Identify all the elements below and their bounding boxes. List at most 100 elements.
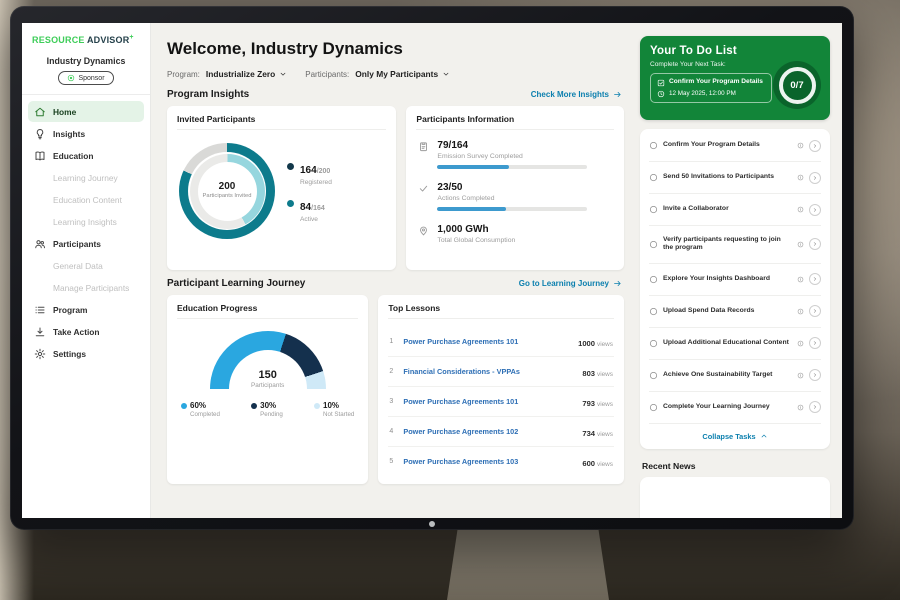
sidebar-item-learning-insights[interactable]: Learning Insights bbox=[28, 211, 144, 232]
sidebar-item-take-action[interactable]: Take Action bbox=[28, 321, 144, 342]
check-more-insights-link[interactable]: Check More Insights bbox=[531, 90, 622, 99]
lesson-views: 734 bbox=[582, 428, 596, 438]
tasks-card: Confirm Your Program Details Send 50 Inv… bbox=[640, 129, 830, 449]
gauge-legend-item: 30% Pending bbox=[251, 401, 283, 418]
task-open-button[interactable] bbox=[809, 171, 821, 184]
task-complete-learning-journey[interactable]: Complete Your Learning Journey bbox=[649, 392, 821, 424]
info-icon[interactable] bbox=[797, 372, 804, 379]
sidebar-item-home[interactable]: Home bbox=[28, 101, 144, 122]
sidebar-item-participants[interactable]: Participants bbox=[28, 233, 144, 254]
task-send-invitations[interactable]: Send 50 Invitations to Participants bbox=[649, 162, 821, 194]
sidebar-divider bbox=[22, 94, 150, 95]
sidebar-item-learning-journey[interactable]: Learning Journey bbox=[28, 167, 144, 188]
gauge-center-label: Participants bbox=[250, 382, 285, 389]
next-task-box: Confirm Your Program Details 12 May 2025… bbox=[650, 73, 772, 103]
sidebar-item-general-data[interactable]: General Data bbox=[28, 255, 144, 276]
lesson-views-unit: views bbox=[597, 340, 613, 348]
task-label: Confirm Your Program Details bbox=[663, 141, 760, 149]
info-icon[interactable] bbox=[797, 142, 804, 149]
lesson-row: 4 Power Purchase Agreements 102 734 views bbox=[388, 417, 614, 447]
task-confirm-program-details[interactable]: Confirm Your Program Details bbox=[649, 130, 821, 162]
task-open-button[interactable] bbox=[809, 203, 821, 216]
lesson-title-link[interactable]: Power Purchase Agreements 102 bbox=[403, 427, 519, 436]
legend-value: 164 bbox=[300, 164, 317, 176]
top-lessons-card: Top Lessons 1 Power Purchase Agreements … bbox=[378, 295, 624, 484]
task-open-button[interactable] bbox=[809, 369, 821, 382]
page-title: Welcome, Industry Dynamics bbox=[167, 39, 403, 58]
chevron-right-icon bbox=[812, 340, 818, 346]
participants-filter-value: Only My Participants bbox=[355, 69, 439, 79]
program-icon bbox=[34, 304, 46, 316]
todo-hero-card: Your To Do List Complete Your Next Task:… bbox=[640, 36, 830, 120]
task-achieve-sustainability-target[interactable]: Achieve One Sustainability Target bbox=[649, 360, 821, 392]
task-checkbox-icon[interactable] bbox=[649, 339, 658, 348]
participants-filter-select[interactable]: Only My Participants bbox=[355, 69, 450, 79]
info-row: 23/50 Actions Completed bbox=[418, 182, 614, 211]
chevron-right-icon bbox=[812, 372, 818, 378]
legend-dot bbox=[181, 402, 187, 409]
lesson-title-link[interactable]: Power Purchase Agreements 103 bbox=[403, 457, 519, 466]
task-checkbox-icon[interactable] bbox=[649, 371, 658, 380]
info-icon[interactable] bbox=[797, 308, 804, 315]
task-verify-participants[interactable]: Verify participants requesting to join t… bbox=[649, 226, 821, 264]
sidebar-item-manage-participants[interactable]: Manage Participants bbox=[28, 277, 144, 298]
education-icon bbox=[34, 150, 46, 162]
sidebar-item-education[interactable]: Education bbox=[28, 145, 144, 166]
task-checkbox-icon[interactable] bbox=[649, 205, 658, 214]
chevron-right-icon bbox=[812, 308, 818, 314]
info-icon[interactable] bbox=[797, 340, 804, 347]
info-icon[interactable] bbox=[797, 174, 804, 181]
task-checkbox-icon[interactable] bbox=[649, 141, 658, 150]
lesson-title-link[interactable]: Financial Considerations - VPPAs bbox=[403, 367, 520, 376]
chevron-right-icon bbox=[812, 207, 818, 213]
sidebar-item-label: Learning Journey bbox=[53, 172, 118, 183]
lesson-title-link[interactable]: Power Purchase Agreements 101 bbox=[403, 337, 519, 346]
task-explore-insights-dashboard[interactable]: Explore Your Insights Dashboard bbox=[649, 264, 821, 296]
sidebar-item-insights[interactable]: Insights bbox=[28, 123, 144, 144]
go-to-learning-journey-link[interactable]: Go to Learning Journey bbox=[519, 279, 622, 288]
legend-dot bbox=[251, 402, 258, 409]
chevron-right-icon bbox=[812, 143, 818, 149]
target-icon bbox=[67, 74, 75, 82]
chevron-up-icon bbox=[760, 432, 768, 440]
sponsor-badge[interactable]: Sponsor bbox=[58, 71, 114, 85]
task-label: Upload Additional Educational Content bbox=[663, 338, 789, 346]
task-checkbox-icon[interactable] bbox=[649, 403, 658, 412]
task-open-button[interactable] bbox=[809, 238, 821, 251]
insights-icon bbox=[34, 128, 46, 140]
progress-bar bbox=[437, 165, 588, 169]
donut-legend-item: 164/200 Registered bbox=[287, 160, 332, 186]
sidebar-item-label: General Data bbox=[53, 260, 103, 271]
lesson-row: 3 Power Purchase Agreements 101 793 views bbox=[388, 387, 614, 417]
task-upload-educational-content[interactable]: Upload Additional Educational Content bbox=[649, 328, 821, 360]
legend-percent: 30% bbox=[260, 401, 277, 410]
task-upload-spend-data[interactable]: Upload Spend Data Records bbox=[649, 296, 821, 328]
task-checkbox-icon[interactable] bbox=[649, 240, 658, 249]
task-open-button[interactable] bbox=[809, 139, 821, 152]
chevron-right-icon bbox=[812, 276, 818, 282]
sidebar-item-settings[interactable]: Settings bbox=[28, 343, 144, 364]
program-filter-select[interactable]: Industrialize Zero bbox=[206, 69, 287, 79]
task-invite-collaborator[interactable]: Invite a Collaborator bbox=[649, 194, 821, 226]
task-checkbox-icon[interactable] bbox=[649, 275, 658, 284]
lesson-row: 1 Power Purchase Agreements 101 1000 view… bbox=[388, 327, 614, 357]
task-open-button[interactable] bbox=[809, 305, 821, 318]
task-checkbox-icon[interactable] bbox=[649, 307, 658, 316]
info-icon[interactable] bbox=[797, 404, 804, 411]
info-icon[interactable] bbox=[797, 276, 804, 283]
education-progress-card: Education Progress 150 Participants bbox=[167, 295, 369, 484]
collapse-tasks-button[interactable]: Collapse Tasks bbox=[649, 424, 821, 447]
task-open-button[interactable] bbox=[809, 337, 821, 350]
task-checkbox-icon[interactable] bbox=[649, 173, 658, 182]
chevron-right-icon bbox=[812, 241, 818, 247]
todo-progress-label: 0/7 bbox=[790, 79, 804, 91]
task-label: Explore Your Insights Dashboard bbox=[663, 274, 771, 282]
lesson-title-link[interactable]: Power Purchase Agreements 101 bbox=[403, 397, 519, 406]
info-icon[interactable] bbox=[797, 206, 804, 213]
info-icon[interactable] bbox=[797, 241, 804, 248]
sidebar-item-program[interactable]: Program bbox=[28, 299, 144, 320]
sidebar-item-education-content[interactable]: Education Content bbox=[28, 189, 144, 210]
task-open-button[interactable] bbox=[809, 273, 821, 286]
task-open-button[interactable] bbox=[809, 401, 821, 414]
